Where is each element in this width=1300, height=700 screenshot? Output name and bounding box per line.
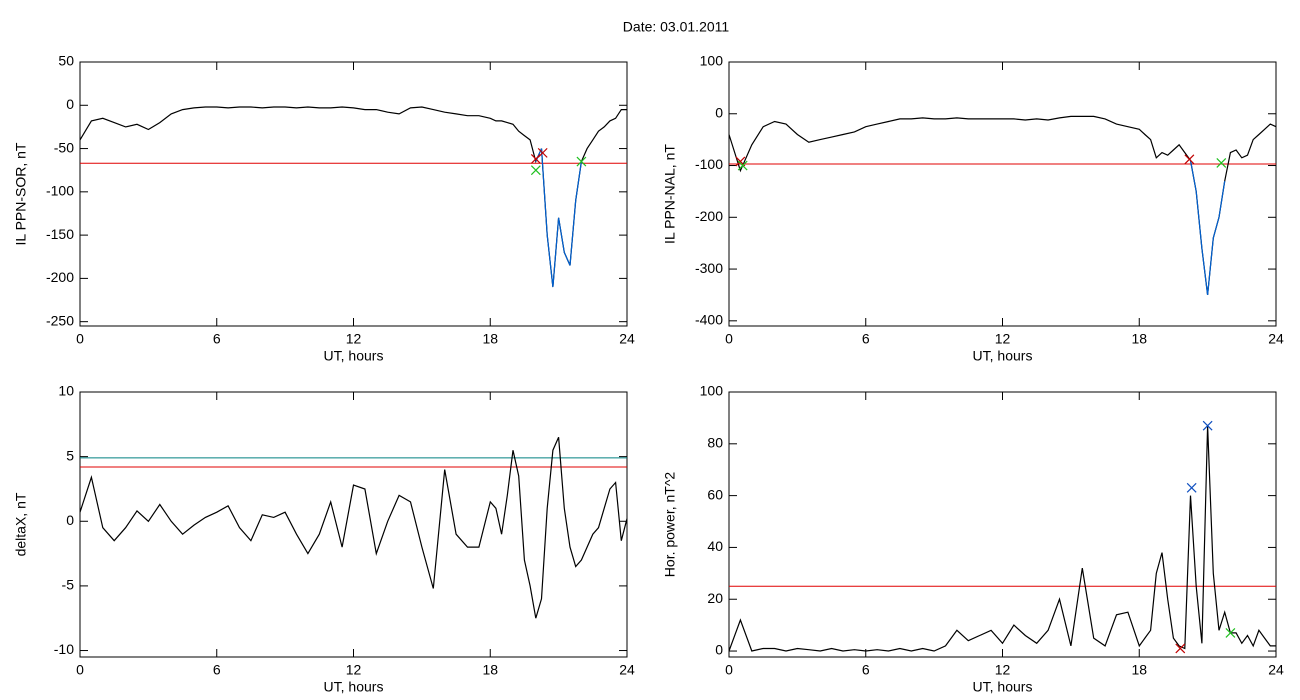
data-line <box>728 425 1276 652</box>
y-axis-label: deltaX, nT <box>13 492 29 556</box>
x-axis-label: UT, hours <box>324 348 384 364</box>
marker <box>1186 482 1197 493</box>
y-axis-label: Hor. power, nT^2 <box>662 472 678 578</box>
marker <box>1202 420 1213 431</box>
y-tick-label: 0 <box>715 104 723 120</box>
y-tick-label: 0 <box>66 96 74 112</box>
y-tick-label: -200 <box>695 208 723 224</box>
y-tick-label: -200 <box>46 269 74 285</box>
y-tick-label: 5 <box>66 447 74 463</box>
x-tick-label: 12 <box>346 662 362 678</box>
x-tick-label: 18 <box>1131 662 1147 678</box>
x-tick-label: 0 <box>76 331 84 347</box>
highlight-line <box>1189 160 1226 295</box>
marker <box>530 165 541 176</box>
x-tick-label: 12 <box>346 331 362 347</box>
x-tick-label: 0 <box>725 331 733 347</box>
y-tick-label: 50 <box>58 53 74 69</box>
data-line <box>79 436 628 619</box>
y-tick-label: -250 <box>46 312 74 328</box>
y-tick-label: 0 <box>715 642 723 658</box>
x-tick-label: 18 <box>1131 331 1147 347</box>
x-tick-label: 18 <box>482 331 498 347</box>
x-tick-label: 6 <box>213 662 221 678</box>
y-tick-label: -100 <box>695 156 723 172</box>
x-tick-label: 24 <box>1268 331 1284 347</box>
y-tick-label: 0 <box>66 512 74 528</box>
x-tick-label: 24 <box>1268 662 1284 678</box>
x-axis-label: UT, hours <box>324 679 384 695</box>
x-tick-label: 18 <box>482 662 498 678</box>
marker <box>576 156 587 167</box>
y-tick-label: -150 <box>46 226 74 242</box>
y-tick-label: 20 <box>707 590 723 606</box>
x-tick-label: 12 <box>995 662 1011 678</box>
x-tick-label: 0 <box>76 662 84 678</box>
y-tick-label: 40 <box>707 538 723 554</box>
y-tick-label: 10 <box>58 383 74 399</box>
x-tick-label: 6 <box>213 331 221 347</box>
y-tick-label: 60 <box>707 486 723 502</box>
marker <box>1216 158 1227 168</box>
marker <box>1225 627 1236 638</box>
y-axis-label: IL PPN-SOR, nT <box>13 142 29 245</box>
y-tick-label: 80 <box>707 435 723 451</box>
marker <box>1184 154 1195 165</box>
x-tick-label: 24 <box>619 662 635 678</box>
x-axis-label: UT, hours <box>973 348 1033 364</box>
y-tick-label: -300 <box>695 260 723 276</box>
y-tick-label: 100 <box>700 53 724 69</box>
y-tick-label: 100 <box>700 383 724 399</box>
figure-title: Date: 03.01.2011 <box>623 19 730 35</box>
y-tick-label: -10 <box>54 641 74 657</box>
y-tick-label: -400 <box>695 312 723 328</box>
y-tick-label: -100 <box>46 183 74 199</box>
marker <box>737 160 748 171</box>
highlight-line <box>535 148 582 288</box>
y-axis-label: IL PPN-NAL, nT <box>662 144 678 244</box>
x-tick-label: 6 <box>862 331 870 347</box>
x-tick-label: 12 <box>995 331 1011 347</box>
x-tick-label: 0 <box>725 662 733 678</box>
x-axis-label: UT, hours <box>973 679 1033 695</box>
marker <box>1175 643 1186 654</box>
x-tick-label: 6 <box>862 662 870 678</box>
marker <box>537 147 548 158</box>
y-tick-label: -5 <box>62 577 75 593</box>
x-tick-label: 24 <box>619 331 635 347</box>
y-tick-label: -50 <box>54 139 74 155</box>
